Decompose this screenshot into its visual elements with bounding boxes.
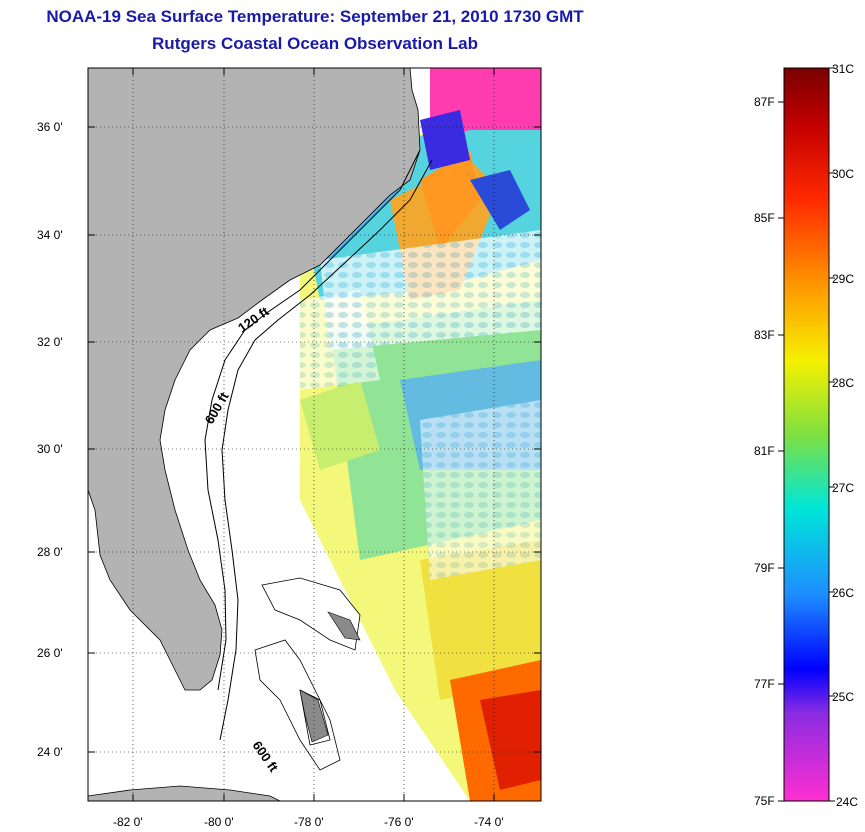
cb-c-27: 27C <box>832 481 854 495</box>
lat-label-24: 24 0' <box>37 745 63 759</box>
lon-label-78: -78 0' <box>294 815 324 829</box>
lat-label-26: 26 0' <box>37 646 63 660</box>
lon-label-82: -82 0' <box>113 815 143 829</box>
colorbar <box>783 67 830 802</box>
cb-f-81: 81F <box>754 444 775 458</box>
isobath-600ft <box>219 159 433 741</box>
cuba-landmass <box>88 785 281 801</box>
cb-f-77: 77F <box>754 677 775 691</box>
cb-c-28: 28C <box>832 376 854 390</box>
lat-label-30: 30 0' <box>37 442 63 456</box>
cb-c-26: 26C <box>832 586 854 600</box>
cb-f-85: 85F <box>754 211 775 225</box>
cb-c-29: 29C <box>832 272 854 286</box>
cb-c-25: 25C <box>832 690 854 704</box>
us-landmass <box>88 68 421 691</box>
lon-label-80: -80 0' <box>204 815 234 829</box>
sst-swath <box>250 68 541 801</box>
cb-c-31: 31C <box>832 62 854 76</box>
lon-label-74: -74 0' <box>474 815 504 829</box>
map-title: NOAA-19 Sea Surface Temperature: Septemb… <box>46 7 584 26</box>
cb-c-30: 30C <box>832 167 854 181</box>
lat-label-36: 36 0' <box>37 120 63 134</box>
cb-f-79: 79F <box>754 561 775 575</box>
bahamas-banks <box>254 577 361 771</box>
isobath-120ft <box>204 149 421 691</box>
cb-f-75: 75F <box>754 794 775 808</box>
lat-label-32: 32 0' <box>37 335 63 349</box>
cb-f-87: 87F <box>754 95 775 109</box>
bahamas-islands <box>299 611 361 743</box>
lon-label-76: -76 0' <box>384 815 414 829</box>
axis-ticks <box>88 68 541 801</box>
map-area: 120 ft 600 ft 600 ft <box>88 68 541 801</box>
map-subtitle: Rutgers Coastal Ocean Observation Lab <box>152 34 478 53</box>
cb-c-24: 24C <box>836 795 858 809</box>
colorbar-ticks <box>778 67 835 802</box>
lat-label-34: 34 0' <box>37 228 63 242</box>
lat-label-28: 28 0' <box>37 545 63 559</box>
cb-f-83: 83F <box>754 328 775 342</box>
